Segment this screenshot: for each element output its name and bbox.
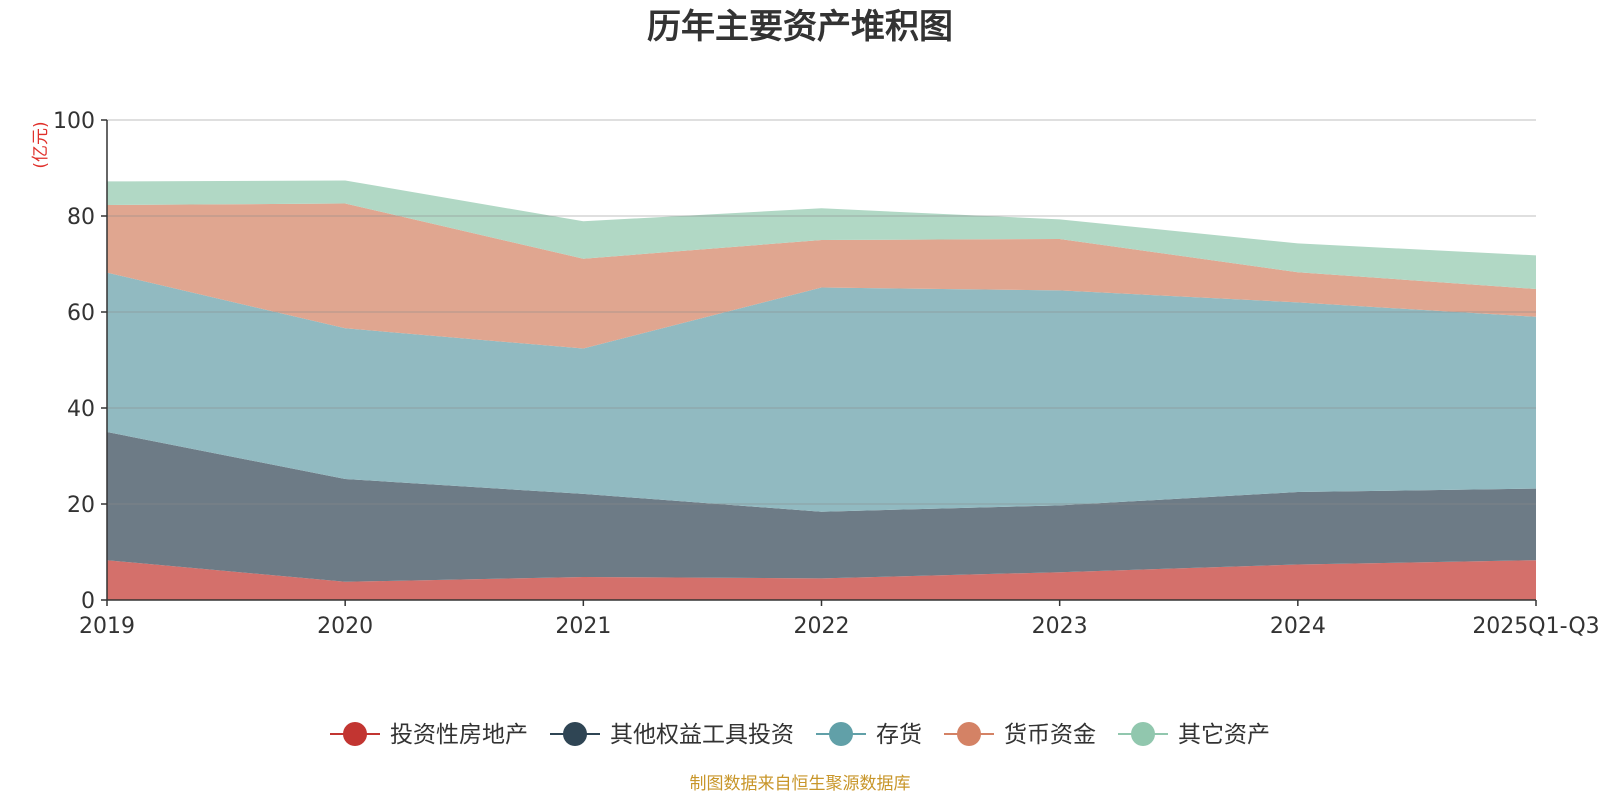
x-tick-label: 2025Q1-Q3 [1472,614,1599,639]
x-tick-label: 2019 [79,614,135,639]
legend-label: 货币资金 [1004,722,1096,748]
legend-marker [1131,722,1155,746]
legend-item-1[interactable]: 投资性房地产 [330,722,528,748]
legend-marker [957,722,981,746]
legend-item-5[interactable]: 其它资产 [1118,722,1270,748]
legend-marker [829,722,853,746]
x-tick-label: 2023 [1032,614,1088,639]
axes: 0 20 40 60 80 100 2019 2020 2021 2022 2023 2024 2025… [53,109,1600,639]
legend-label: 存货 [876,722,922,748]
legend[interactable]: 投资性房地产 其他权益工具投资 存货 货币资金 其它资产 [330,722,1270,748]
legend-label: 投资性房地产 [390,722,528,748]
y-tick-label: 20 [67,493,95,518]
legend-item-3[interactable]: 存货 [816,722,922,748]
y-tick-label: 100 [53,109,95,134]
x-tick-label: 2022 [794,614,850,639]
chart-title: 历年主要资产堆积图 [647,7,953,47]
y-tick-label: 40 [67,397,95,422]
y-tick-label: 80 [67,205,95,230]
source-note: 制图数据来自恒生聚源数据库 [690,774,911,794]
y-axis-unit: (亿元) [31,121,51,168]
x-tick-label: 2024 [1270,614,1326,639]
x-tick-label: 2021 [555,614,611,639]
legend-label: 其它资产 [1178,722,1270,748]
y-tick-label: 0 [81,589,95,614]
legend-marker [563,722,587,746]
legend-marker [343,722,367,746]
legend-label: 其他权益工具投资 [610,722,794,748]
legend-item-4[interactable]: 货币资金 [944,722,1096,748]
area-layer [107,180,1536,600]
area-series-1 [107,560,1536,600]
area-series-2 [107,432,1536,582]
area-series-5 [107,180,1536,289]
legend-item-2[interactable]: 其他权益工具投资 [550,722,794,748]
x-tick-label: 2020 [317,614,373,639]
gridlines [107,119,1536,505]
y-tick-label: 60 [67,301,95,326]
area-series-3 [107,272,1536,512]
